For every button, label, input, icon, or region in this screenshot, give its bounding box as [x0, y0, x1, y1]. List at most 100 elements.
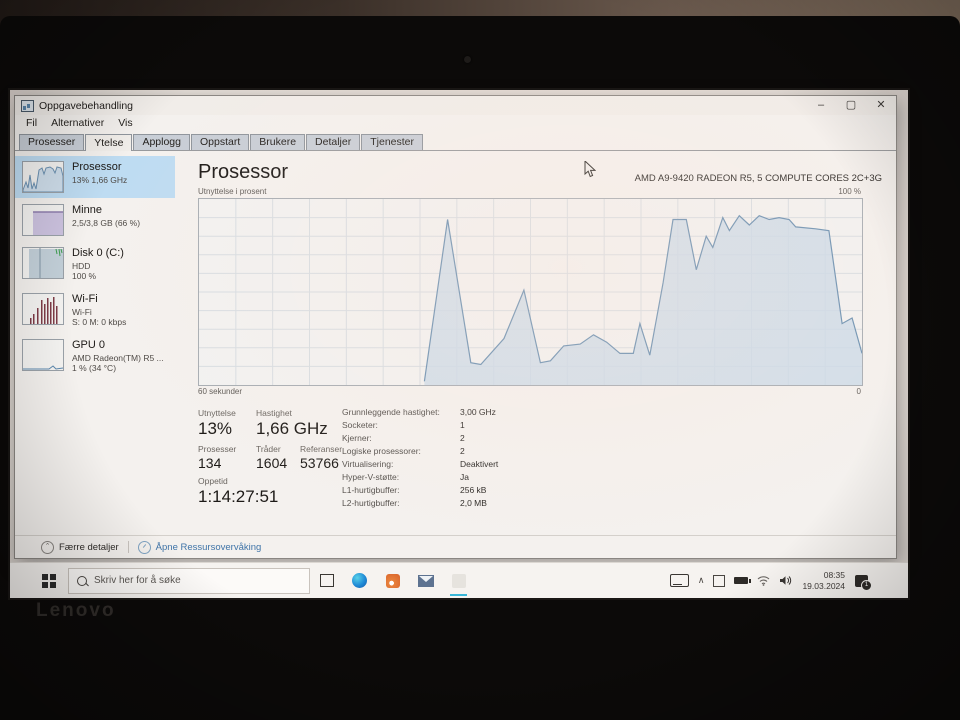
action-center-button[interactable]: 1: [855, 574, 872, 591]
network-button[interactable]: [757, 575, 770, 586]
resource-monitor-icon: [137, 540, 151, 554]
sidebar-memory-title: Minne: [72, 204, 102, 216]
close-button[interactable]: ✕: [876, 99, 886, 111]
sidebar-item-disk[interactable]: Disk 0 (C:) HDD 100 %: [15, 242, 175, 287]
mail-app-button[interactable]: [409, 563, 442, 598]
sidebar-item-memory[interactable]: Minne 2,5/3,8 GB (66 %): [15, 199, 175, 241]
gpu-thumbnail-chart: [22, 339, 64, 371]
sidebar-wifi-stats: S: 0 M: 0 kbps: [72, 317, 127, 328]
edge-icon: [352, 573, 367, 588]
running-task-manager-button[interactable]: [442, 563, 475, 598]
handles-value: 53766: [300, 455, 339, 471]
sidebar-gpu-name: AMD Radeon(TM) R5 ...: [72, 352, 164, 363]
tab-performance[interactable]: Ytelse: [85, 134, 133, 151]
chart-x-max-label: 0: [856, 387, 861, 396]
cpu-model-name: AMD A9-9420 RADEON R5, 5 COMPUTE CORES 2…: [634, 173, 882, 184]
tab-details[interactable]: Detaljer: [306, 134, 361, 150]
sidebar-item-gpu[interactable]: GPU 0 AMD Radeon(TM) R5 ... 1 % (34 °C): [15, 334, 175, 379]
start-button[interactable]: [42, 573, 56, 588]
utilization-label: Utnyttelse: [198, 408, 236, 418]
task-view-button[interactable]: [310, 563, 343, 598]
search-icon: [77, 575, 87, 586]
orange-app-icon: [385, 573, 400, 588]
tab-services[interactable]: Tjenester: [361, 134, 424, 150]
task-manager-window: Oppgavebehandling – ▢ ✕ Fil Alternativer…: [14, 95, 897, 559]
threads-value: 1604: [256, 455, 288, 471]
laptop-screen: Oppgavebehandling – ▢ ✕ Fil Alternativer…: [10, 90, 908, 598]
speaker-icon: [780, 576, 792, 585]
logical-processors-label: Logiske prosessorer:: [342, 446, 421, 456]
processes-label: Prosesser: [198, 444, 237, 454]
chart-x-min-label: 60 sekunder: [198, 387, 243, 396]
task-view-icon: [319, 574, 334, 587]
virtualization-value: Deaktivert: [460, 459, 499, 469]
maximize-button[interactable]: ▢: [845, 99, 857, 111]
logical-processors-value: 2: [460, 446, 465, 456]
sidebar-gpu-stats: 1 % (34 °C): [72, 363, 117, 374]
search-placeholder: Skriv her for å søke: [94, 575, 181, 586]
keyboard-icon: [669, 574, 689, 587]
laptop-bezel: Lenovo Oppgavebehandling – ▢ ✕ Fil Alter…: [0, 16, 960, 720]
performance-sidebar: Prosessor 13% 1,66 GHz Minne 2,5: [15, 151, 175, 535]
tab-startup[interactable]: Oppstart: [191, 134, 250, 150]
laptop-brand-logo: Lenovo: [36, 600, 116, 621]
open-resource-monitor-link[interactable]: Åpne Ressursovervåking: [155, 541, 262, 553]
tab-processes[interactable]: Prosesser: [19, 134, 85, 150]
system-tray: ∧: [661, 570, 872, 591]
running-app-indicator: [450, 594, 467, 596]
sockets-label: Socketer:: [342, 420, 378, 430]
sidebar-cpu-title: Prosessor: [72, 161, 122, 173]
minimize-button[interactable]: –: [817, 99, 825, 111]
memory-thumbnail-chart: [22, 204, 64, 236]
utilization-value: 13%: [198, 419, 233, 438]
wifi-thumbnail-chart: [22, 293, 64, 325]
window-title: Oppgavebehandling: [39, 99, 133, 112]
sockets-value: 1: [460, 420, 465, 430]
sidebar-cpu-stats: 13% 1,66 GHz: [72, 174, 128, 185]
footer-divider: [127, 541, 129, 553]
cpu-utilization-chart: [198, 198, 863, 386]
uptime-label: Oppetid: [198, 476, 228, 486]
notification-badge: 1: [861, 579, 872, 591]
sidebar-wifi-name: Wi-Fi: [72, 306, 92, 317]
sidebar-wifi-title: Wi-Fi: [72, 293, 98, 305]
speed-label: Hastighet: [256, 408, 292, 418]
wifi-icon: [758, 576, 770, 586]
menu-options[interactable]: Alternativer: [51, 117, 105, 129]
sidebar-gpu-title: GPU 0: [72, 339, 106, 351]
clock-time: 08:35: [823, 569, 845, 580]
edge-browser-button[interactable]: [343, 563, 376, 598]
touch-keyboard-button[interactable]: [669, 574, 689, 587]
windows-taskbar: Skriv her for å søke ∧: [10, 562, 908, 598]
tab-strip: Prosesser Ytelse Applogg Oppstart Bruker…: [15, 131, 896, 151]
chart-y-axis-label: Utnyttelse i prosent: [198, 187, 267, 196]
tray-overflow-button[interactable]: ∧: [697, 575, 705, 585]
l2-cache-value: 2,0 MB: [460, 498, 487, 508]
mail-icon: [417, 574, 434, 587]
volume-button[interactable]: [779, 575, 792, 586]
tab-app-history[interactable]: Applogg: [133, 134, 190, 150]
tray-window-button[interactable]: [713, 574, 726, 587]
hyperv-label: Hyper-V-støtte:: [342, 472, 400, 482]
chart-y-max-label: 100 %: [838, 187, 861, 196]
tab-users[interactable]: Brukere: [250, 134, 306, 150]
fewer-details-button[interactable]: Færre detaljer: [59, 541, 119, 553]
menu-view[interactable]: Vis: [118, 117, 133, 129]
sidebar-item-wifi[interactable]: Wi-Fi Wi-Fi S: 0 M: 0 kbps: [15, 288, 175, 333]
handles-label: Referanser: [300, 444, 343, 454]
window-titlebar[interactable]: Oppgavebehandling – ▢ ✕: [15, 96, 896, 115]
l2-cache-label: L2-hurtigbuffer:: [342, 498, 400, 508]
clock-date: 19.03.2024: [802, 580, 845, 591]
uptime-value: 1:14:27:51: [198, 487, 279, 506]
taskbar-search-input[interactable]: Skriv her for å søke: [68, 567, 310, 594]
sidebar-disk-type: HDD: [72, 260, 91, 271]
pinned-app-button[interactable]: [376, 563, 409, 598]
base-speed-value: 3,00 GHz: [460, 407, 496, 417]
sidebar-item-cpu[interactable]: Prosessor 13% 1,66 GHz: [15, 156, 175, 198]
cpu-thumbnail-chart: [22, 161, 64, 193]
menu-file[interactable]: Fil: [26, 117, 38, 129]
processes-value: 134: [198, 455, 222, 471]
battery-button[interactable]: [734, 577, 752, 584]
taskbar-clock[interactable]: 08:35 19.03.2024: [802, 570, 845, 591]
